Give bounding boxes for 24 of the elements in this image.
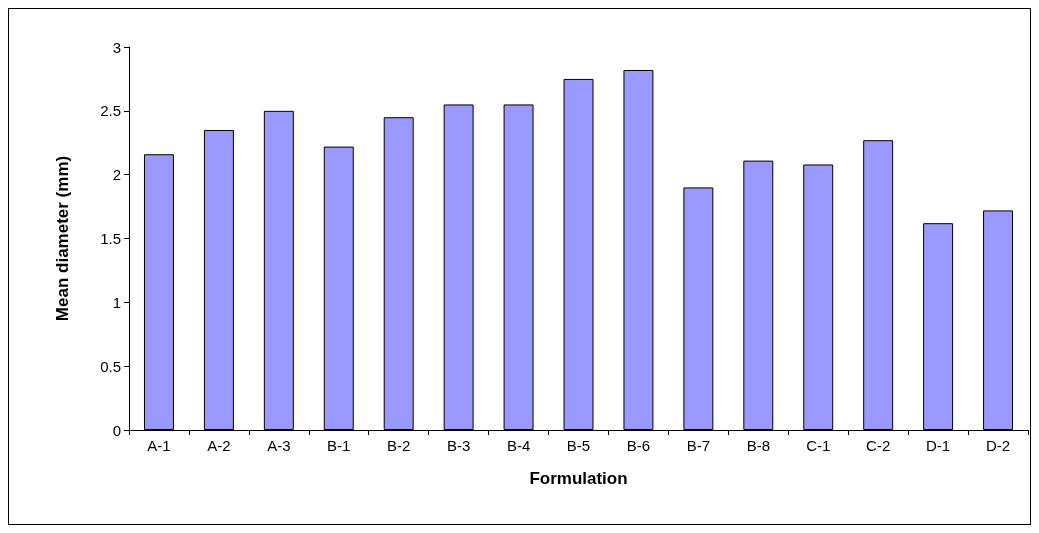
x-tick-label: B-1 (327, 437, 351, 454)
x-tick-label: D-2 (985, 437, 1011, 454)
x-tick-label: B-4 (506, 437, 531, 454)
y-tick-label: 1 (112, 293, 121, 311)
y-tick-label: 1.5 (100, 230, 121, 247)
x-tick-label: C-2 (866, 437, 891, 454)
y-tick-label: 3 (112, 38, 121, 56)
x-axis-title: Formulation (529, 469, 628, 488)
x-tick-label: A-2 (207, 437, 231, 454)
x-tick-label: A-3 (267, 437, 291, 454)
x-tick-label: B-8 (746, 437, 770, 454)
x-tick-label: B-7 (686, 437, 711, 454)
x-tick-label: B-6 (626, 437, 651, 454)
y-tick-label: 2.5 (100, 102, 121, 120)
y-tick-label: 0 (112, 421, 121, 439)
y-tick-label: 2 (112, 166, 121, 184)
x-tick-label: A-1 (147, 437, 171, 454)
x-tick-label: B-3 (446, 437, 471, 454)
y-axis-title: Mean diameter (mm) (53, 155, 72, 322)
x-tick-label: B-2 (387, 437, 411, 454)
y-tick-label: 0.5 (100, 357, 121, 375)
x-tick-label: D-1 (926, 437, 951, 454)
x-tick-label: C-1 (806, 437, 831, 454)
x-tick-label: B-5 (566, 437, 591, 454)
